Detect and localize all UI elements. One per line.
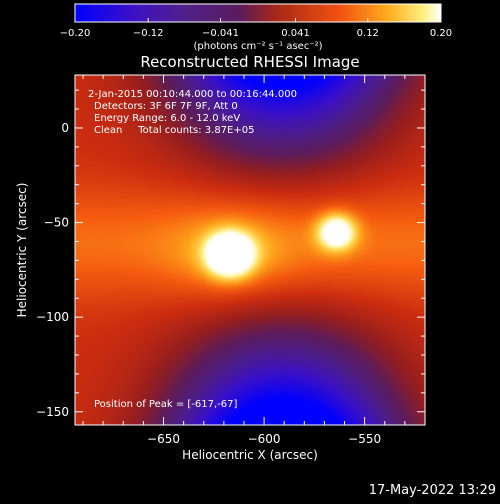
x-tick-label: −650 [147, 432, 180, 446]
chart-title: Reconstructed RHESSI Image [140, 53, 359, 71]
heatmap-area [74, 74, 426, 426]
annotation-time-range: 2-Jan-2015 00:10:44.000 to 00:16:44.000 [88, 89, 297, 100]
colorbar-tick-label: 0.20 [430, 28, 452, 39]
colorbar-unit: (photons cm⁻² s⁻¹ asec⁻²) [193, 41, 322, 52]
colorbar-tick-label: −0.12 [133, 28, 164, 39]
colorbar [74, 3, 442, 23]
colorbar-tick-label: 0.041 [281, 28, 310, 39]
colorbar-ticks: −0.20 −0.12 −0.041 0.041 0.12 0.20 [60, 18, 452, 39]
colorbar-tick-label: −0.20 [60, 28, 91, 39]
heatmap-image [75, 75, 425, 425]
axis-ticks: −650 −600 −550 0 −50 −100 −150 [36, 75, 425, 446]
footer-timestamp: 17-May-2022 13:29 [369, 483, 496, 498]
y-axis-label: Heliocentric Y (arcsec) [15, 183, 29, 318]
x-tick-label: −600 [248, 432, 281, 446]
colorbar-tick-label: −0.041 [202, 28, 239, 39]
colorbar-tick-label: 0.12 [357, 28, 379, 39]
x-axis-label: Heliocentric X (arcsec) [182, 448, 318, 462]
y-tick-label: −100 [36, 310, 69, 324]
y-tick-label: −150 [36, 405, 69, 419]
x-tick-label: −550 [348, 432, 381, 446]
plot-frame [74, 74, 426, 426]
annotation-clean-counts: Clean Total counts: 3.87E+05 [94, 125, 254, 136]
peak-position-label: Position of Peak = [-617,-67] [94, 399, 238, 410]
annotation-energy-range: Energy Range: 6.0 - 12.0 keV [94, 113, 240, 124]
y-tick-label: 0 [61, 121, 69, 135]
y-tick-label: −50 [44, 216, 69, 230]
annotation-detectors: Detectors: 3F 6F 7F 9F, Att 0 [94, 101, 238, 112]
